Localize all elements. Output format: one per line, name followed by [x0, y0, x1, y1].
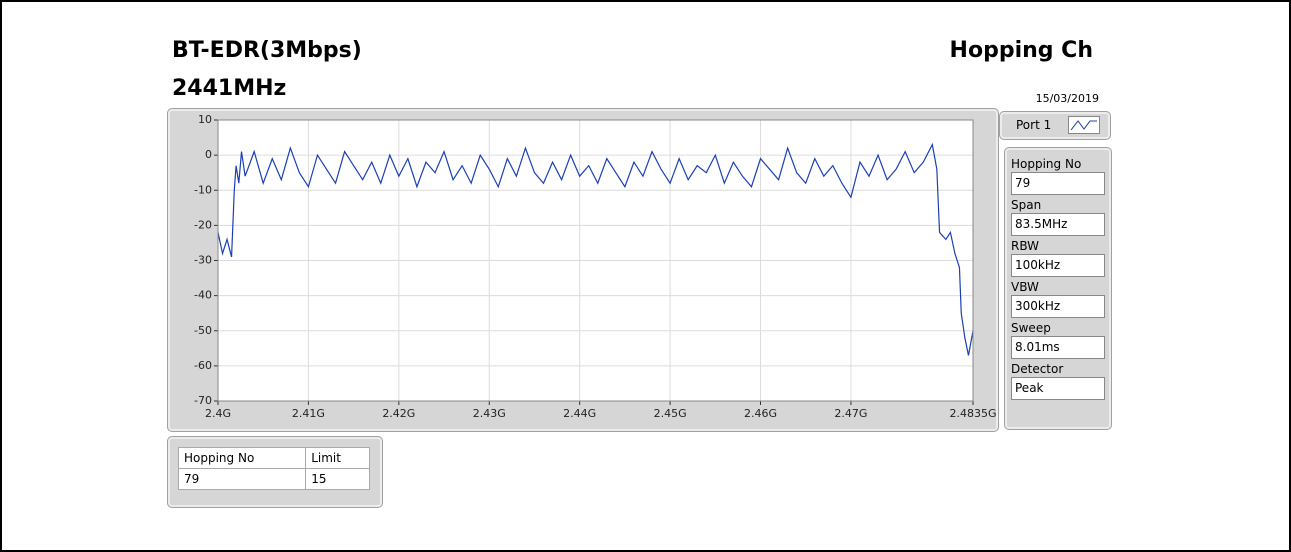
mode: Hopping Ch — [949, 38, 1093, 63]
x-tick-label: 2.42G — [382, 407, 415, 420]
param-value: Peak — [1011, 377, 1105, 400]
port-box: Port 1 — [999, 111, 1111, 140]
x-tick-label: 2.44G — [563, 407, 596, 420]
y-tick-label: -30 — [194, 254, 212, 267]
param-label: Hopping No — [1011, 157, 1082, 171]
port-label: Port 1 — [1016, 118, 1052, 132]
param-value: 300kHz — [1011, 295, 1105, 318]
column-header: Hopping No — [177, 447, 307, 469]
x-tick-label: 2.4G — [205, 407, 231, 420]
param-value: 79 — [1011, 172, 1105, 195]
y-tick-label: -70 — [194, 394, 212, 407]
params-panel: Hopping No 79 Span 83.5MHz RBW 100kHz VBW 300kH… — [1004, 147, 1112, 430]
port-icon[interactable] — [1068, 116, 1100, 134]
y-tick-label: -10 — [194, 183, 212, 196]
x-tick-label: 2.43G — [473, 407, 506, 420]
y-tick-label: -60 — [194, 359, 212, 372]
param-label: Sweep — [1011, 321, 1051, 335]
table-header: Hopping No Limit — [177, 447, 370, 469]
param-value: 8.01ms — [1011, 336, 1105, 359]
y-tick-label: 10 — [198, 113, 212, 126]
x-tick-label: 2.46G — [744, 407, 777, 420]
table-row: 79 15 — [177, 468, 370, 490]
frequency: 2441MHz — [172, 76, 287, 101]
y-tick-label: -20 — [194, 218, 212, 231]
table-panel: Hopping No Limit 79 15 — [167, 436, 383, 508]
plot-frame — [217, 119, 974, 402]
param-label: VBW — [1011, 280, 1039, 294]
limit-table: Hopping No Limit 79 15 — [177, 447, 370, 490]
param-label: Span — [1011, 198, 1042, 212]
x-tick-label: 2.45G — [654, 407, 687, 420]
x-tick-label: 2.47G — [834, 407, 867, 420]
param-value: 100kHz — [1011, 254, 1105, 277]
table-cell: 79 — [177, 468, 307, 490]
param-value: 83.5MHz — [1011, 213, 1105, 236]
column-header: Limit — [305, 447, 370, 469]
title: BT-EDR(3Mbps) — [172, 38, 362, 63]
chart-panel: -70 -60 -50 -40 -30 -20 -10 0 10 2.4G 2.41G 2.42G 2.… — [167, 108, 999, 432]
date: 15/03/2019 — [1035, 92, 1099, 105]
x-tick-label: 2.4835G — [949, 407, 996, 420]
chart: -70 -60 -50 -40 -30 -20 -10 0 10 2.4G 2.41G 2.42G 2.… — [194, 113, 996, 420]
param-label: Detector — [1011, 362, 1064, 376]
y-tick-label: 0 — [205, 148, 212, 161]
trace — [217, 142, 974, 356]
table-cell: 15 — [305, 468, 370, 490]
y-tick-label: -40 — [194, 289, 212, 302]
param-label: RBW — [1011, 239, 1040, 253]
x-tick-label: 2.41G — [292, 407, 325, 420]
y-tick-label: -50 — [194, 324, 212, 337]
